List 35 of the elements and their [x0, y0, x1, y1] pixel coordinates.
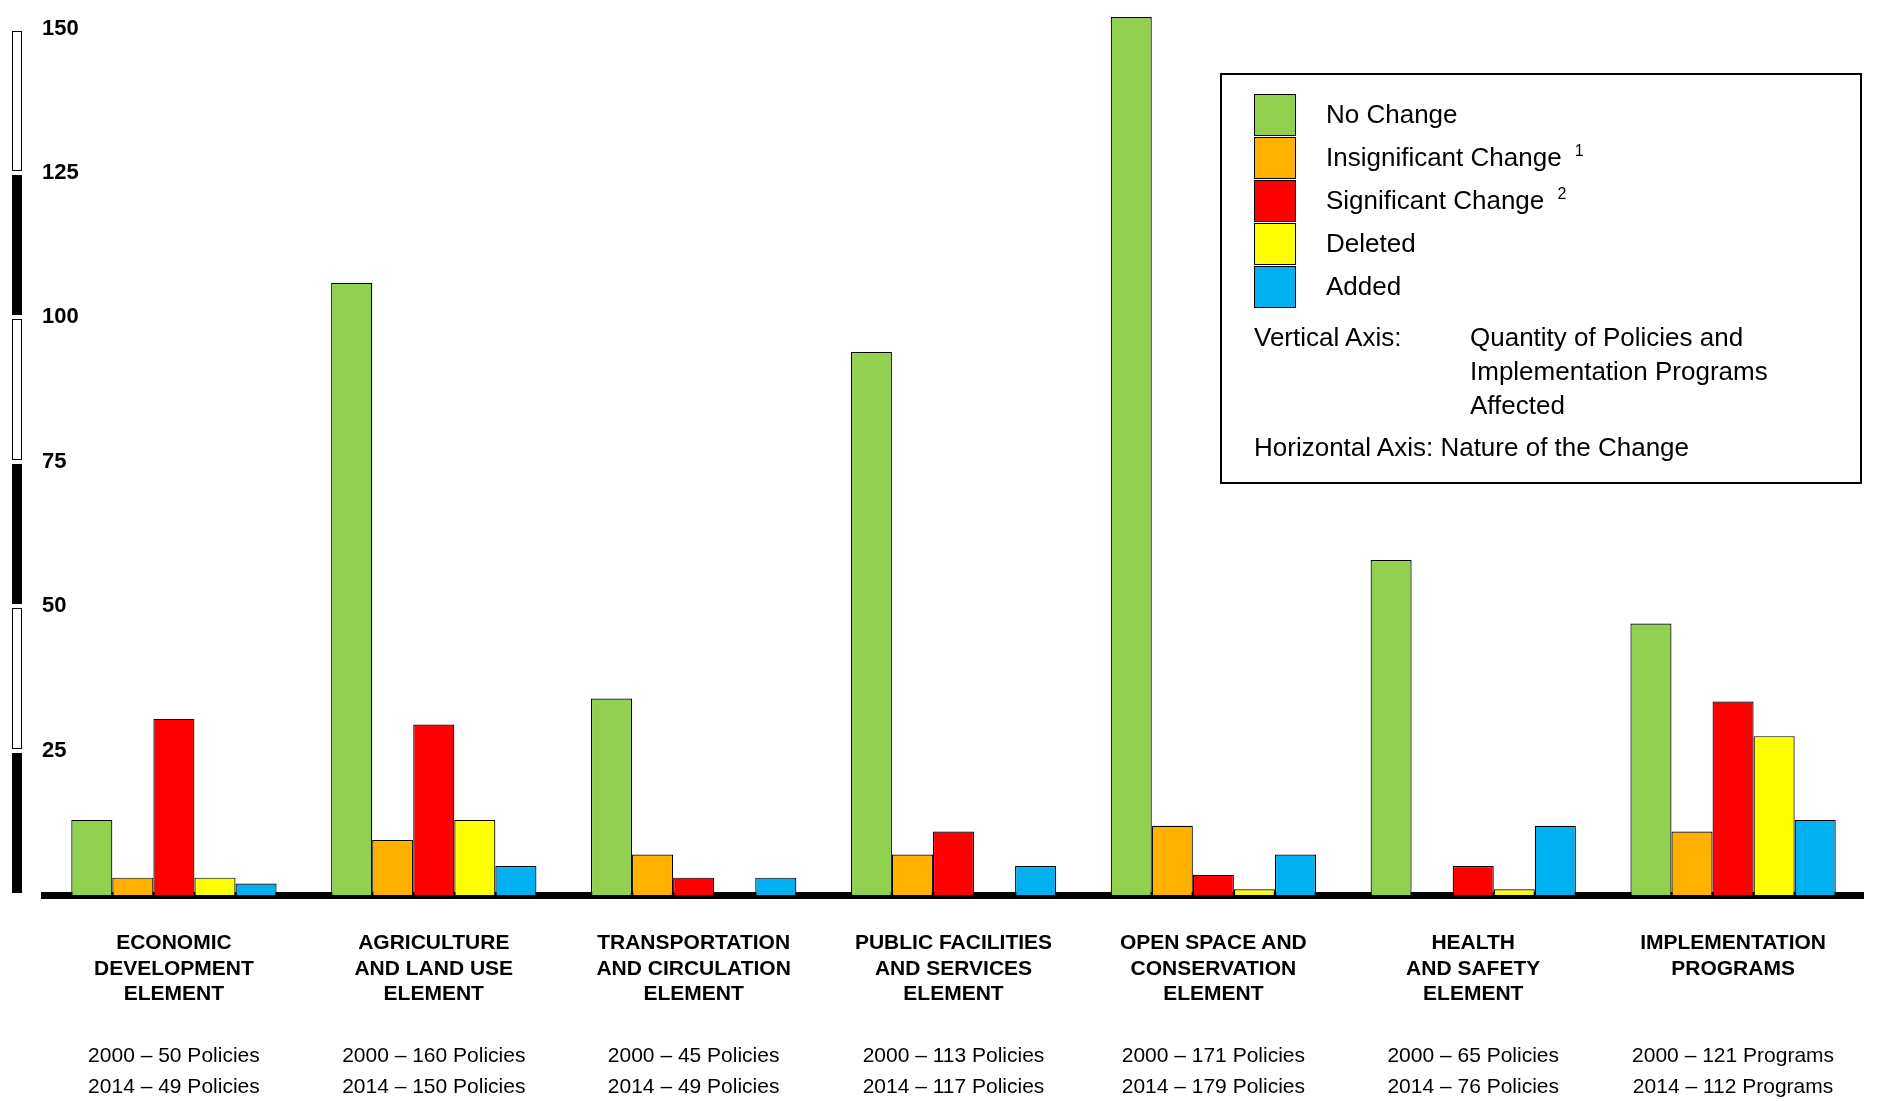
x-tick-label: IMPLEMENTATION PROGRAMS: [1640, 930, 1827, 979]
text: 2014 – 150 Policies: [342, 1073, 526, 1097]
text: 2000 – 171 Policies: [1121, 1042, 1306, 1066]
y-tick-label: 125: [42, 159, 79, 184]
y-tick-label: 75: [42, 447, 67, 473]
y-tick-label: 100: [42, 303, 79, 329]
text: 2014 – 117 Policies: [862, 1073, 1045, 1097]
text: 2014 – 49 Policies: [607, 1073, 780, 1097]
annotation: Quantity of Policies and Implementation Programs Affected: [1470, 321, 1769, 422]
x-tick-label: OPEN SPACE AND CONSERVATION ELEMENT: [1120, 930, 1307, 1004]
text: 2000 – 65 Policies: [1387, 1042, 1560, 1066]
text: 2014 – 112 Programs: [1632, 1073, 1834, 1097]
x-tick-label: PUBLIC FACILITIES AND SERVICES ELEMENT: [854, 930, 1053, 1004]
x-tick-label: AGRICULTURE AND LAND USE ELEMENT: [354, 930, 514, 1004]
y-tick-label: 50: [42, 592, 67, 618]
text: 2000 – 50 Policies: [88, 1042, 260, 1066]
text: 2000 – 160 Policies: [342, 1042, 526, 1066]
y-tick-label: 25: [42, 736, 67, 762]
text: 2000 – 113 Policies: [862, 1042, 1045, 1066]
text: 2000 – 45 Policies: [607, 1042, 780, 1066]
legend-label: Deleted: [1326, 228, 1416, 259]
x-tick-label: ECONOMIC DEVELOPMENT ELEMENT: [94, 930, 255, 1004]
legend-label: Added: [1326, 271, 1402, 302]
legend-label: Significant Change $^{2}$: [1326, 185, 1567, 216]
text: 2014 – 49 Policies: [88, 1073, 260, 1097]
legend-label: No Change: [1326, 99, 1458, 130]
text: 2000 – 121 Programs: [1632, 1042, 1835, 1066]
text: 2014 – 76 Policies: [1387, 1073, 1560, 1097]
legend-label: Insignificant Change $^{1}$: [1326, 142, 1584, 173]
y-tick-label: 150: [42, 14, 79, 40]
x-tick-label: HEALTH AND SAFETY ELEMENT: [1406, 930, 1541, 1004]
annotation: Horizontal Axis: Nature of the Change: [1254, 431, 1691, 464]
x-tick-label: TRANSPORTATION AND CIRCULATION ELEMENT: [596, 930, 791, 1004]
text: 2014 – 179 Policies: [1121, 1073, 1306, 1097]
annotation: Vertical Axis:: [1254, 321, 1403, 354]
